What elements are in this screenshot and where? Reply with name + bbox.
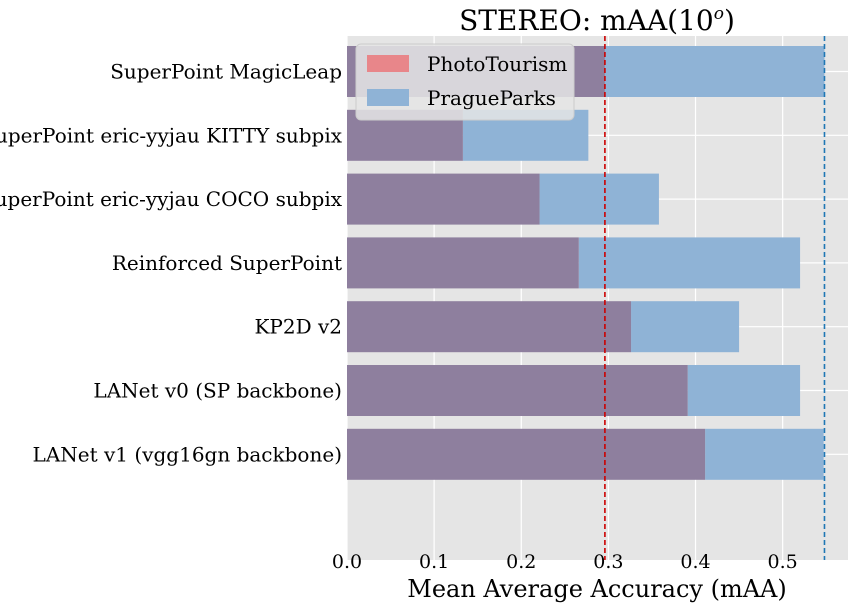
y-tick-label: LANet v0 (SP backbone) <box>93 379 342 403</box>
x-tick-label: 0.5 <box>768 551 798 573</box>
x-tick-labels: 0.0 0.1 0.2 0.3 0.4 0.5 <box>332 551 798 573</box>
title-suffix: ) <box>724 4 735 37</box>
bar-overlap <box>347 301 632 353</box>
bar-pragueparks <box>604 46 825 97</box>
y-tick-label: Reinforced SuperPoint <box>112 251 342 275</box>
legend: PhotoTourism PragueParks <box>355 43 575 121</box>
legend-swatch-phototourism <box>367 55 409 72</box>
legend-label-pragueparks: PragueParks <box>427 86 556 110</box>
bar-pragueparks <box>578 237 801 289</box>
bar-pragueparks <box>631 301 740 353</box>
x-axis-label: Mean Average Accuracy (mAA) <box>407 575 787 603</box>
x-tick-label: 0.1 <box>419 551 449 573</box>
x-tick-label: 0.3 <box>593 551 623 573</box>
bar-overlap <box>347 365 688 416</box>
y-tick-label: LANet v1 (vgg16gn backbone) <box>33 442 342 466</box>
reference-lines <box>604 36 826 560</box>
legend-label-phototourism: PhotoTourism <box>427 52 567 76</box>
y-tick-label: KP2D v2 <box>254 315 342 339</box>
y-tick-label: SuperPoint eric-yyjau KITTY subpix <box>0 123 343 147</box>
legend-box <box>355 43 575 121</box>
legend-swatch-pragueparks <box>367 89 409 106</box>
bar-pragueparks <box>539 173 659 225</box>
y-tick-labels: SuperPoint MagicLeap SuperPoint eric-yyja… <box>0 60 343 467</box>
y-tick-label: SuperPoint MagicLeap <box>110 60 342 84</box>
bar-overlap <box>347 428 706 480</box>
x-tick-label: 0.4 <box>680 551 710 573</box>
bar-pragueparks <box>687 365 801 416</box>
x-tick-label: 0.0 <box>332 551 362 573</box>
x-tick-label: 0.2 <box>506 551 536 573</box>
bar-overlap <box>347 173 540 225</box>
bar-overlap <box>347 237 579 289</box>
y-tick-label: SuperPoint eric-yyjau COCO subpix <box>0 187 343 211</box>
title-superscript: o <box>714 4 724 24</box>
bar-pragueparks <box>705 428 824 480</box>
chart-title: STEREO: mAA(10o) <box>459 4 735 37</box>
